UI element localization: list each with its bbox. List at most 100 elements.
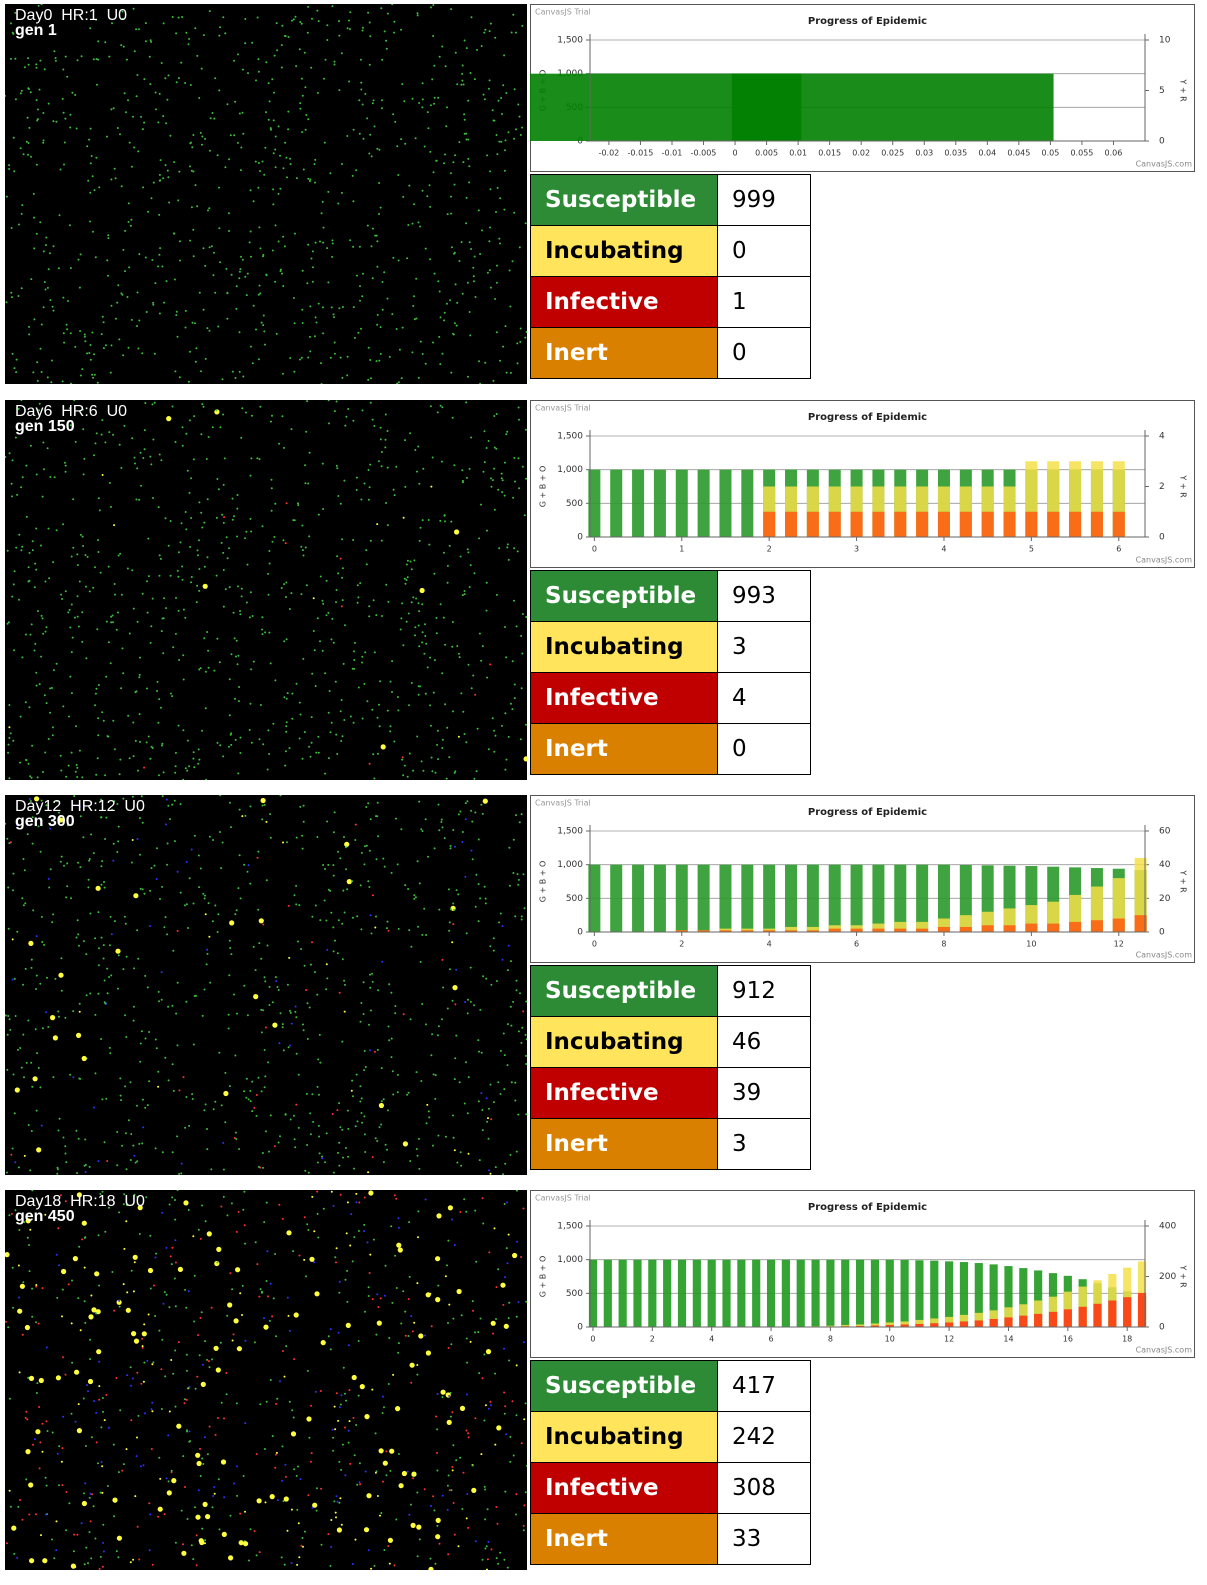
particle	[373, 1564, 376, 1567]
particle	[343, 836, 345, 838]
particle	[236, 1494, 239, 1497]
particle	[416, 12, 419, 15]
particle	[100, 883, 103, 886]
particle	[238, 270, 241, 273]
particle	[513, 137, 516, 140]
particle	[333, 60, 336, 63]
particle	[274, 679, 277, 682]
particle	[467, 138, 470, 141]
particle	[316, 617, 319, 620]
particle	[46, 376, 49, 379]
particle	[382, 1460, 388, 1466]
particle	[397, 1351, 400, 1354]
particle	[236, 663, 239, 666]
particle	[424, 1198, 427, 1201]
particle	[158, 698, 161, 701]
particle	[260, 1008, 263, 1011]
particle	[9, 1505, 12, 1508]
particle	[229, 801, 231, 804]
particle	[292, 18, 295, 21]
particle	[506, 1023, 509, 1026]
particle	[342, 662, 345, 665]
particle	[198, 539, 200, 542]
particle	[96, 381, 99, 384]
particle	[89, 127, 92, 130]
particle	[268, 1150, 270, 1153]
particle	[192, 458, 195, 461]
particle	[390, 1037, 393, 1040]
particle	[261, 804, 264, 807]
particle	[387, 1545, 390, 1548]
particle	[171, 405, 174, 408]
particle	[338, 1291, 341, 1294]
particle	[308, 180, 311, 182]
particle	[10, 482, 13, 485]
particle	[119, 758, 122, 761]
x-tick-label: 10	[1026, 940, 1036, 949]
particle	[137, 347, 140, 350]
particle	[119, 133, 121, 136]
particle	[446, 564, 449, 567]
particle	[322, 864, 325, 866]
particle	[258, 918, 264, 924]
particle	[295, 1474, 298, 1477]
particle	[93, 1400, 96, 1403]
particle	[55, 1253, 58, 1256]
particle	[500, 472, 503, 475]
bar	[828, 925, 841, 932]
particle	[306, 1416, 312, 1422]
particle	[370, 1009, 372, 1012]
particle	[378, 359, 381, 362]
particle	[341, 1128, 344, 1131]
particle	[216, 478, 219, 480]
particle	[215, 516, 218, 519]
particle	[200, 67, 203, 70]
particle	[421, 830, 424, 833]
particle	[418, 1333, 424, 1339]
particle	[524, 336, 527, 339]
particle	[165, 122, 168, 125]
particle	[495, 281, 498, 284]
particle	[503, 54, 506, 57]
particle	[436, 743, 439, 746]
particle	[159, 1477, 162, 1480]
particle	[468, 586, 471, 588]
particle	[433, 64, 436, 67]
particle	[452, 1114, 454, 1117]
particle	[404, 884, 407, 887]
particle	[333, 410, 336, 413]
particle	[57, 1010, 60, 1013]
particle	[123, 92, 126, 95]
particle	[166, 98, 169, 101]
particle	[495, 1318, 497, 1320]
particle	[22, 1033, 25, 1036]
particle	[521, 1026, 524, 1029]
particle	[139, 853, 141, 856]
particle	[503, 494, 506, 497]
particle	[354, 839, 357, 841]
particle	[285, 502, 288, 505]
particle	[246, 563, 249, 566]
particle	[475, 873, 478, 876]
particle	[367, 1295, 370, 1297]
particle	[369, 818, 372, 821]
particle	[368, 886, 371, 888]
particle	[240, 436, 243, 439]
particle	[379, 1297, 382, 1300]
particle	[190, 576, 193, 578]
particle	[330, 1190, 333, 1193]
particle	[507, 944, 510, 947]
bar	[974, 1320, 983, 1327]
bar	[697, 469, 710, 537]
particle	[424, 635, 427, 637]
particle	[337, 850, 339, 853]
particle	[477, 1100, 480, 1103]
particle	[13, 367, 16, 370]
particle	[354, 1125, 357, 1128]
particle	[279, 270, 282, 273]
particle	[33, 216, 35, 219]
bar	[1108, 1273, 1117, 1327]
particle	[136, 1525, 139, 1528]
particle	[197, 1489, 200, 1492]
particle	[29, 800, 32, 802]
